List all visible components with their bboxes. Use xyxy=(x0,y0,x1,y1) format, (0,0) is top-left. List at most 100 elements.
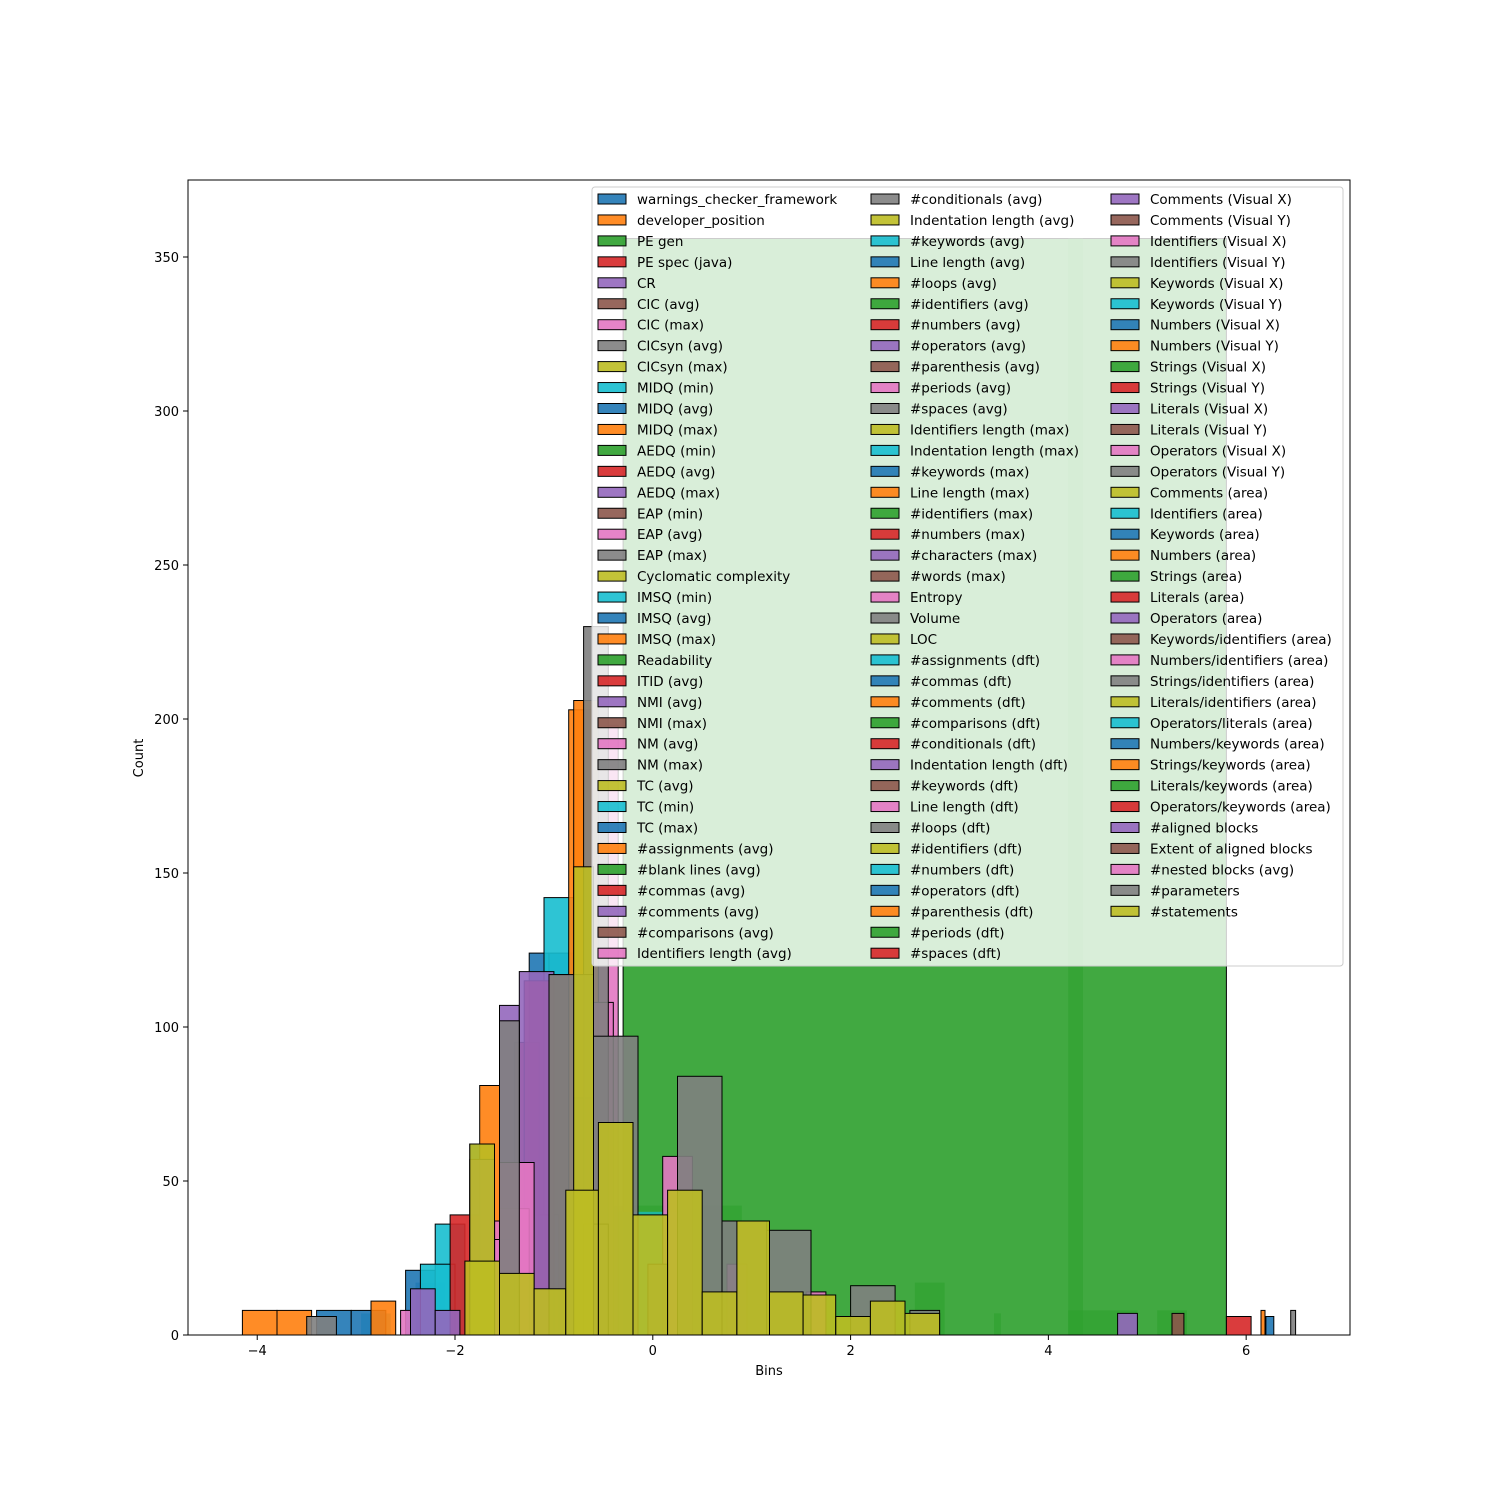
legend-swatch xyxy=(597,822,627,833)
legend-label: EAP (max) xyxy=(637,548,707,564)
x-tick-label: −2 xyxy=(445,1344,464,1359)
legend-swatch xyxy=(870,654,900,666)
legend-swatch xyxy=(597,319,627,331)
legend-swatch xyxy=(597,549,627,561)
legend-label: #assignments (avg) xyxy=(637,841,774,857)
legend-swatch xyxy=(1110,696,1140,708)
legend-swatch xyxy=(870,591,900,603)
legend-label: Numbers/identifiers (area) xyxy=(1150,653,1328,669)
histogram-bar xyxy=(1290,1309,1297,1335)
legend-swatch xyxy=(1110,759,1140,771)
legend-label: NM (max) xyxy=(637,758,703,774)
legend-label: CICsyn (max) xyxy=(637,360,728,376)
legend-label: #nested blocks (avg) xyxy=(1150,862,1294,878)
histogram-bar xyxy=(1068,1310,1103,1335)
legend-label: CIC (max) xyxy=(637,318,704,334)
legend-swatch xyxy=(597,863,627,875)
legend-label: Literals (area) xyxy=(1150,590,1244,606)
legend-swatch xyxy=(870,256,900,268)
legend-label: #periods (avg) xyxy=(910,381,1011,397)
legend-label: Strings (Visual X) xyxy=(1150,360,1266,376)
histogram-bar xyxy=(904,1312,941,1335)
legend-label: TC (avg) xyxy=(636,779,694,795)
histogram-bar xyxy=(464,1260,500,1335)
legend-label: #parameters xyxy=(1150,883,1240,899)
legend-label: NM (avg) xyxy=(637,737,698,753)
legend-label: #keywords (dft) xyxy=(910,779,1018,795)
legend-label: Strings (Visual Y) xyxy=(1150,381,1265,397)
legend-label: #comments (dft) xyxy=(910,695,1026,711)
legend-label: developer_position xyxy=(637,213,765,229)
legend-label: Volume xyxy=(910,611,960,627)
legend-label: TC (max) xyxy=(636,821,698,837)
legend-swatch xyxy=(597,528,627,540)
y-axis-label: Count xyxy=(132,739,147,778)
legend-swatch xyxy=(870,444,900,456)
legend-label: ITID (avg) xyxy=(637,674,703,690)
legend-label: #loops (dft) xyxy=(910,821,990,837)
legend-swatch xyxy=(597,926,627,938)
y-tick-label: 50 xyxy=(162,1175,179,1190)
legend-swatch xyxy=(1110,549,1140,561)
legend-label: Operators (area) xyxy=(1150,611,1262,627)
legend-swatch xyxy=(1110,570,1140,582)
legend-swatch xyxy=(1110,298,1140,310)
legend-label: NMI (avg) xyxy=(637,695,702,711)
legend-label: #characters (max) xyxy=(910,548,1037,564)
legend-swatch xyxy=(597,444,627,456)
legend-swatch xyxy=(870,549,900,561)
histogram-bar xyxy=(241,1309,278,1335)
x-tick-label: 6 xyxy=(1242,1344,1250,1359)
legend: warnings_checker_framework developer_posi… xyxy=(591,186,1344,967)
x-tick-label: 2 xyxy=(846,1344,854,1359)
legend-label: Keywords (Visual Y) xyxy=(1150,297,1282,313)
histogram-bar xyxy=(769,1291,804,1335)
x-axis-label: Bins xyxy=(755,1364,783,1379)
legend-swatch xyxy=(1110,801,1140,813)
legend-label: Numbers (Visual Y) xyxy=(1150,339,1279,355)
histogram-bar xyxy=(1265,1316,1275,1335)
legend-swatch xyxy=(1110,214,1140,226)
legend-swatch xyxy=(1110,465,1140,477)
legend-swatch xyxy=(597,591,627,603)
legend-label: Indentation length (max) xyxy=(910,443,1079,459)
legend-label: #identifiers (avg) xyxy=(910,297,1029,313)
legend-label: Readability xyxy=(637,653,712,669)
legend-label: #identifiers (max) xyxy=(910,506,1033,522)
legend-label: Cyclomatic complexity xyxy=(637,569,790,585)
legend-swatch xyxy=(1110,423,1140,435)
histogram-bar xyxy=(1171,1312,1185,1335)
legend-label: #parenthesis (avg) xyxy=(910,360,1040,376)
legend-swatch xyxy=(597,507,627,519)
legend-label: MIDQ (avg) xyxy=(637,402,713,418)
legend-label: warnings_checker_framework xyxy=(637,192,837,208)
legend-swatch xyxy=(1110,193,1140,205)
legend-swatch xyxy=(597,801,627,813)
histogram-bar xyxy=(434,1309,461,1335)
legend-swatch xyxy=(597,633,627,645)
plot-frame xyxy=(187,179,1351,1336)
legend-label: Keywords (area) xyxy=(1150,527,1260,543)
legend-swatch xyxy=(597,884,627,896)
legend-swatch xyxy=(1110,319,1140,331)
legend-label: Extent of aligned blocks xyxy=(1150,841,1312,857)
legend-label: PE spec (java) xyxy=(637,255,732,271)
legend-swatch xyxy=(1110,235,1140,247)
legend-swatch xyxy=(1110,738,1140,750)
legend-label: Line length (max) xyxy=(910,485,1030,501)
x-tick-label: −4 xyxy=(248,1344,267,1359)
legend-swatch xyxy=(597,277,627,289)
legend-label: CR xyxy=(637,276,656,292)
legend-label: Identifiers (Visual X) xyxy=(1150,234,1287,250)
legend-swatch xyxy=(1110,507,1140,519)
legend-label: #commas (avg) xyxy=(637,883,745,899)
legend-swatch xyxy=(1110,528,1140,540)
histogram-bar xyxy=(736,1220,771,1335)
histogram-bar xyxy=(370,1300,397,1335)
legend-label: TC (min) xyxy=(636,800,694,816)
legend-label: PE gen xyxy=(637,234,683,250)
legend-swatch xyxy=(870,612,900,624)
legend-label: Literals/identifiers (area) xyxy=(1150,695,1317,711)
legend-swatch xyxy=(1110,591,1140,603)
y-tick-label: 150 xyxy=(154,867,179,882)
